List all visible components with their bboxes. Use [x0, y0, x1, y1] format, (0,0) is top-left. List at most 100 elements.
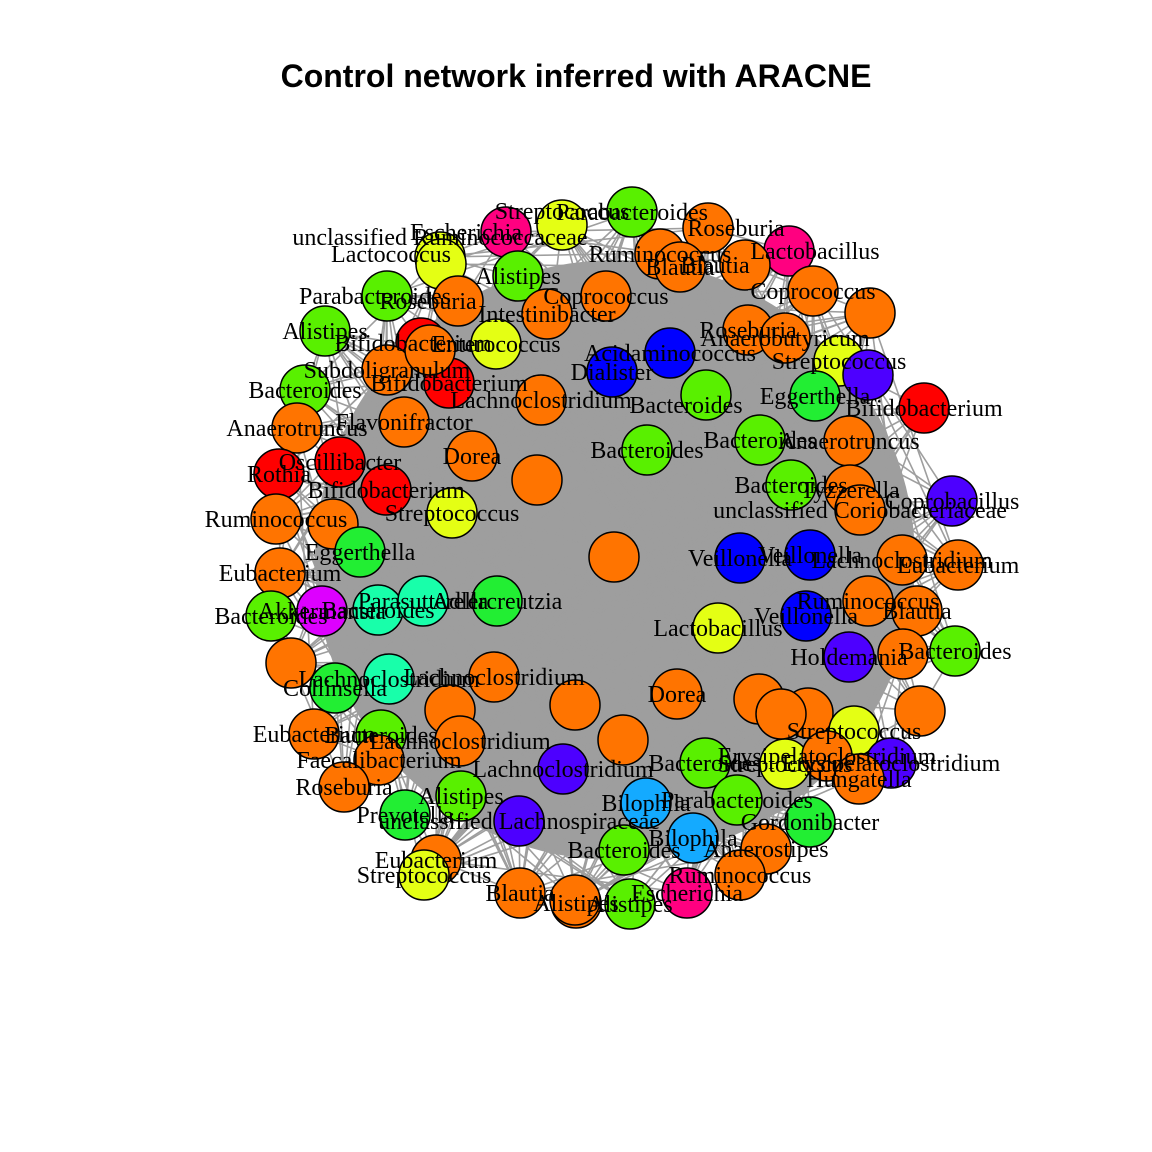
network-node [714, 849, 766, 901]
node-label: Bilophila [648, 826, 738, 852]
network-node [361, 344, 413, 396]
node-label: Bacteroides [590, 438, 703, 464]
node-label: Enterococcus [431, 332, 560, 358]
network-node [537, 743, 589, 795]
network-node [842, 575, 894, 627]
node-label: Dorea [648, 682, 707, 708]
network-node [493, 795, 545, 847]
node-label: Alistipes [475, 264, 560, 290]
node-label: Bifidobacterium [334, 331, 492, 357]
node-label: Streptococcus [718, 752, 853, 778]
network-node [711, 774, 763, 826]
network-node [588, 531, 640, 583]
node-label: Streptococcus [772, 349, 907, 375]
node-label: Eubacterium [375, 848, 498, 874]
network-node [679, 737, 731, 789]
node-label: Rothia [247, 462, 311, 488]
network-node [759, 312, 811, 364]
network-edge [429, 349, 741, 559]
network-node [929, 625, 981, 677]
network-node [894, 685, 946, 737]
node-label: Bifidobacterium [845, 396, 1003, 422]
network-edge [422, 600, 828, 757]
node-label: Alistipes [418, 784, 503, 810]
network-node [898, 382, 950, 434]
node-label: Parabacteroides [661, 788, 813, 814]
network-node [361, 270, 413, 322]
network-node [842, 349, 894, 401]
node-label: Veillonella [688, 546, 792, 572]
node-label: Adlercreutzia [432, 589, 563, 615]
network-node [784, 529, 836, 581]
node-label: Bacteroides [734, 473, 847, 499]
network-node [714, 532, 766, 584]
node-label: Ruminococcus [589, 242, 732, 268]
node-label: Hungatella [806, 767, 912, 793]
network-node [314, 436, 366, 488]
network-edge [493, 676, 706, 764]
network-edge [867, 374, 959, 566]
network-edge [435, 704, 576, 861]
network-node [734, 414, 786, 466]
network-node [877, 628, 929, 680]
network-node [661, 867, 713, 919]
node-label: Akkermansia [258, 599, 386, 625]
network-node [398, 849, 450, 901]
node-label: Bacteroides [567, 838, 680, 864]
network-node [378, 396, 430, 448]
node-label: Roseburia [379, 289, 477, 315]
network-edge [403, 313, 548, 423]
network-node [644, 327, 696, 379]
node-label: Roseburia [687, 216, 785, 242]
node-label: Roseburia [295, 775, 393, 801]
network-node [492, 250, 544, 302]
network-node [692, 602, 744, 654]
node-label: Escherichia [631, 881, 743, 907]
network-edge [334, 653, 904, 689]
label-layer: Parabacteroides Streptococcus Escherichia R… [205, 199, 1020, 918]
node-label: unclassified Coriobacteriaceae [713, 498, 1007, 524]
node-label: Veillonella [758, 543, 862, 569]
network-edge [540, 399, 761, 441]
node-label: Parasutterella [358, 589, 489, 615]
network-node [334, 526, 386, 578]
network-node [404, 324, 456, 376]
node-label: unclassified Lachnospiraceae [378, 809, 660, 835]
network-node [620, 777, 672, 829]
node-label: Bilophila [601, 791, 691, 817]
network-node [446, 430, 498, 482]
network-node [598, 824, 650, 876]
node-label: Eggerthella [305, 540, 416, 566]
node-label: Oscillibacter [279, 450, 402, 476]
network-edge [457, 300, 816, 397]
network-edge [332, 523, 345, 788]
node-label: Streptococcus [357, 863, 492, 889]
node-label: Acidaminococcus [584, 341, 756, 367]
network-edge [404, 500, 953, 816]
node-label: Lachnoclostridium [811, 548, 993, 574]
network-node [654, 241, 706, 293]
node-label: Lactobacillus [750, 239, 879, 265]
network-node [511, 454, 563, 506]
network-node [521, 288, 573, 340]
node-label: Lactococcus [331, 242, 451, 268]
network-edge [460, 795, 631, 905]
node-layer [245, 186, 984, 930]
node-label: Blautia [485, 881, 555, 907]
network-node [755, 688, 807, 740]
network-node [597, 714, 649, 766]
chart-title: Control network inferred with ARACNE [280, 58, 872, 94]
node-label: Anaerotruncus [226, 416, 367, 442]
network-node [494, 867, 546, 919]
network-node [926, 475, 978, 527]
node-label: Gordonibacter [741, 810, 880, 836]
node-label: Veillonella [754, 604, 858, 630]
node-label: Anaerostipes [703, 837, 828, 863]
network-edge [429, 349, 792, 486]
node-label: Anaerobutyricum [700, 326, 870, 352]
network-node [299, 305, 351, 357]
node-label: Blautia [645, 255, 715, 281]
network-node [245, 590, 297, 642]
network-node [250, 493, 302, 545]
